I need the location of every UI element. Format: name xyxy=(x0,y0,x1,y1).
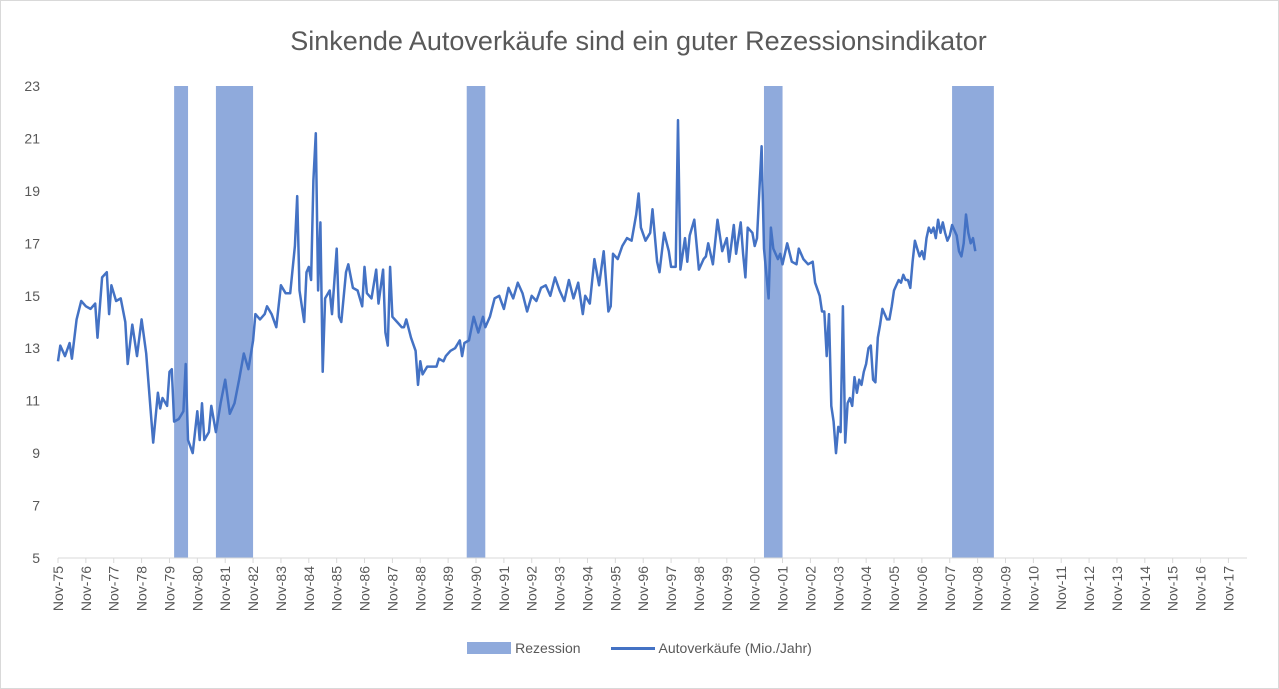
legend: Rezession Autoverkäufe (Mio./Jahr) xyxy=(0,640,1279,656)
recession-bar-4 xyxy=(763,86,783,558)
x-tick-label: Nov-79 xyxy=(161,566,177,611)
legend-recession-label: Rezession xyxy=(515,640,581,656)
x-tick-label: Nov-14 xyxy=(1137,566,1153,611)
recession-bar-1 xyxy=(174,86,189,558)
x-tick-label: Nov-12 xyxy=(1081,566,1097,611)
x-tick-label: Nov-75 xyxy=(50,566,66,611)
x-tick-label: Nov-00 xyxy=(747,566,763,611)
x-tick-label: Nov-81 xyxy=(217,566,233,611)
x-tick-label: Nov-98 xyxy=(691,566,707,611)
y-tick-label: 11 xyxy=(25,393,40,409)
x-tick-label: Nov-97 xyxy=(663,566,679,611)
x-tick-label: Nov-76 xyxy=(78,566,94,611)
x-tick-label: Nov-07 xyxy=(942,566,958,611)
series-line-autoverkaeufe xyxy=(56,118,977,455)
x-tick-label: Nov-90 xyxy=(468,566,484,611)
x-tick-label: Nov-87 xyxy=(384,566,400,611)
x-tick-label: Nov-06 xyxy=(914,566,930,611)
x-tick-label: Nov-85 xyxy=(329,566,345,611)
x-tick-label: Nov-15 xyxy=(1165,566,1181,611)
x-tick-label: Nov-05 xyxy=(886,566,902,611)
legend-autosales-swatch xyxy=(610,646,655,650)
y-tick-label: 19 xyxy=(24,183,40,199)
x-tick-label: Nov-83 xyxy=(273,566,289,611)
x-tick-label: Nov-89 xyxy=(440,566,456,611)
y-tick-label: 17 xyxy=(24,235,40,251)
x-tick-label: Nov-94 xyxy=(579,566,595,611)
x-tick-label: Nov-96 xyxy=(635,566,651,611)
x-tick-label: Nov-77 xyxy=(106,566,122,611)
x-tick-label: Nov-17 xyxy=(1220,566,1236,611)
x-tick-label: Nov-10 xyxy=(1025,566,1041,611)
x-tick-label: Nov-99 xyxy=(719,566,735,611)
recession-bar-2 xyxy=(215,86,254,558)
x-tick-label: Nov-13 xyxy=(1109,566,1125,611)
y-tick-label: 5 xyxy=(32,550,40,566)
x-tick-label: Nov-80 xyxy=(189,566,205,611)
legend-autosales-label: Autoverkäufe (Mio./Jahr) xyxy=(658,640,812,656)
x-tick-label: Nov-01 xyxy=(775,566,791,611)
y-tick-label: 7 xyxy=(32,498,40,514)
x-tick-label: Nov-93 xyxy=(552,566,568,611)
y-tick-label: 23 xyxy=(24,78,40,94)
x-tick-label: Nov-84 xyxy=(301,566,317,611)
legend-recession-swatch xyxy=(467,642,512,654)
recession-bar-5 xyxy=(952,86,994,558)
x-tick-label: Nov-82 xyxy=(245,566,261,611)
x-tick-label: Nov-92 xyxy=(524,566,540,611)
legend-item-autosales: Autoverkäufe (Mio./Jahr) xyxy=(610,640,812,656)
x-tick-label: Nov-09 xyxy=(997,566,1013,611)
chart-title: Sinkende Autoverkäufe sind ein guter Rez… xyxy=(290,26,987,56)
x-tick-label: Nov-78 xyxy=(134,566,150,611)
y-tick-label: 21 xyxy=(24,130,40,146)
legend-item-recession: Rezession xyxy=(467,640,581,656)
x-tick-label: Nov-08 xyxy=(970,566,986,611)
x-tick-label: Nov-02 xyxy=(802,566,818,611)
x-tick-label: Nov-03 xyxy=(830,566,846,611)
y-tick-label: 13 xyxy=(24,340,40,356)
x-tick-label: Nov-88 xyxy=(412,566,428,611)
x-tick-label: Nov-11 xyxy=(1053,566,1069,610)
y-tick-label: 15 xyxy=(24,288,40,304)
x-tick-label: Nov-91 xyxy=(496,566,512,611)
y-tick-label: 9 xyxy=(32,445,40,461)
x-tick-label: Nov-86 xyxy=(357,566,373,611)
x-tick-label: Nov-16 xyxy=(1193,566,1209,611)
x-tick-label: Nov-95 xyxy=(607,566,623,611)
x-tick-label: Nov-04 xyxy=(858,566,874,611)
